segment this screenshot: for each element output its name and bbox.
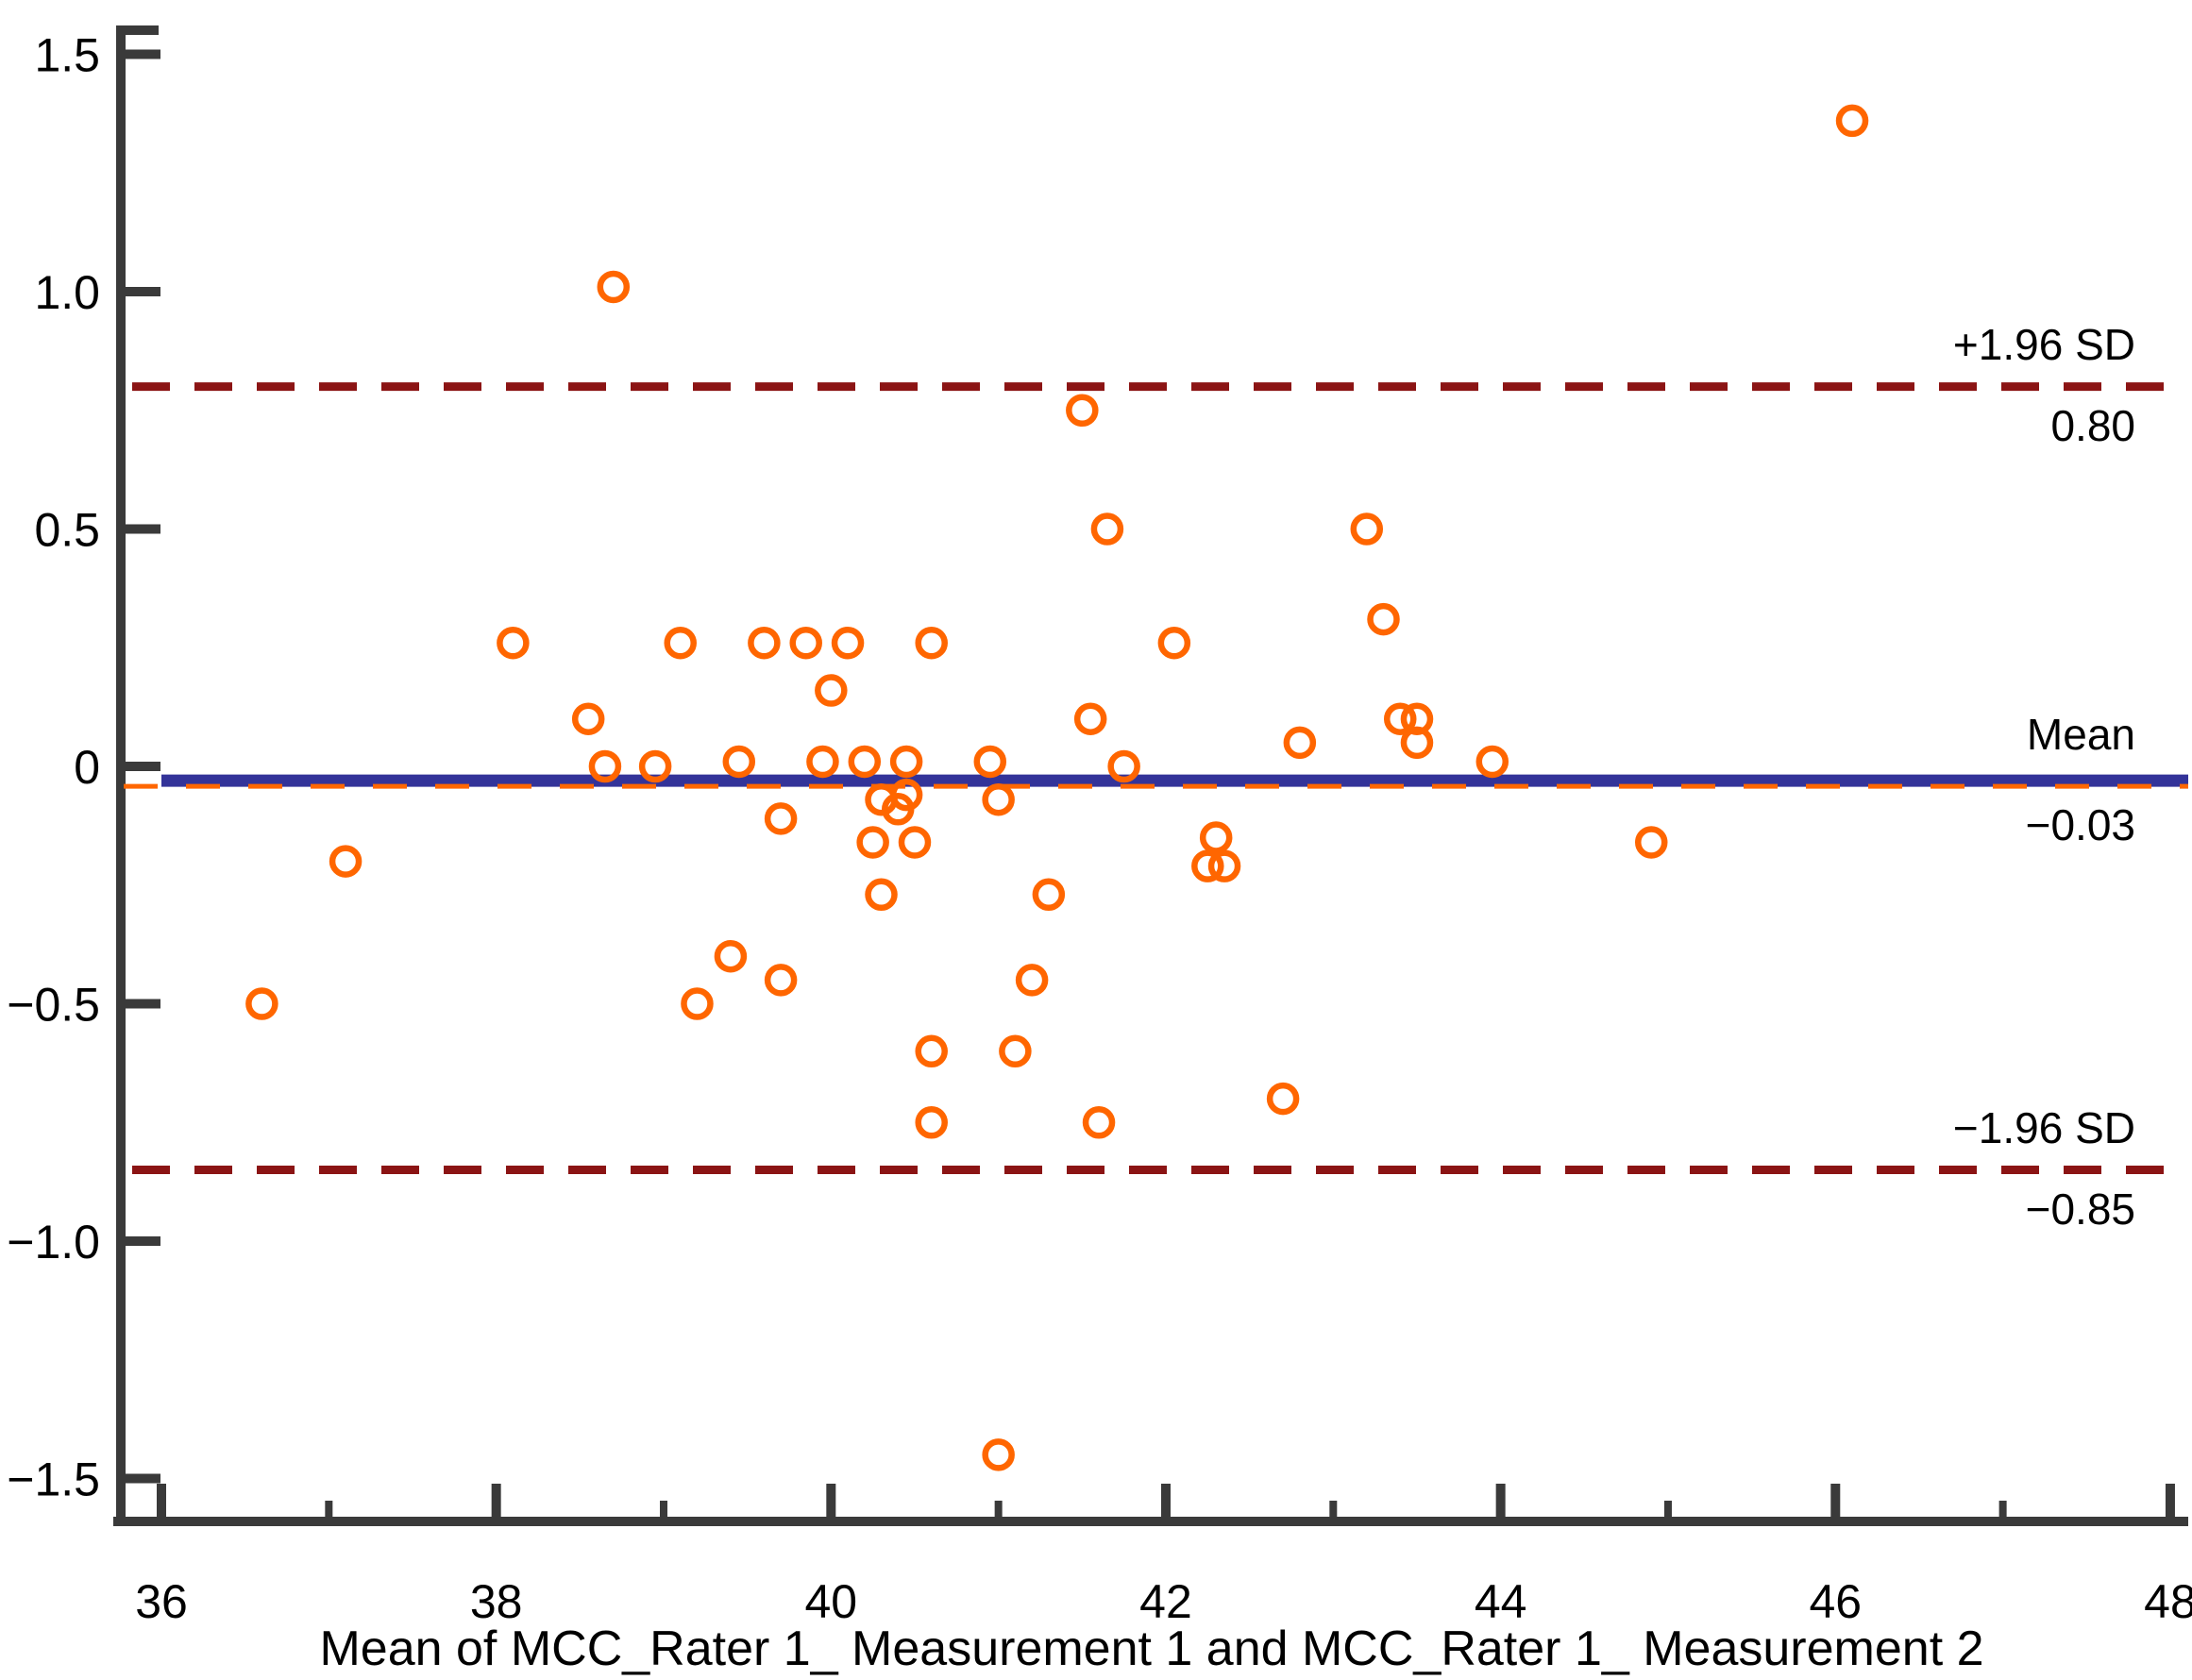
axes [113, 25, 2188, 1526]
lower-loa-label: −1.96 SD [1953, 1103, 2135, 1152]
data-point [1073, 702, 1107, 735]
y-tick-label: 1.0 [34, 266, 100, 319]
data-point [806, 745, 839, 779]
data-point [999, 1034, 1032, 1068]
data-point [681, 987, 714, 1020]
data-point [597, 270, 631, 304]
y-tick-label: 1.5 [34, 29, 100, 82]
data-point [1157, 626, 1191, 660]
mean-line-value: −0.03 [2026, 800, 2135, 849]
data-point [764, 964, 798, 997]
scatter-points [245, 104, 1869, 1471]
y-tick-label: −1.5 [7, 1453, 100, 1506]
data-point [898, 826, 932, 859]
data-point [1383, 702, 1417, 735]
data-point [915, 1034, 948, 1068]
data-point [1835, 104, 1869, 138]
data-point [1207, 849, 1241, 882]
reference-lines [124, 382, 2188, 1175]
data-point [1191, 849, 1224, 882]
data-point [973, 745, 1007, 779]
data-point [497, 626, 530, 660]
data-point [1199, 821, 1233, 854]
x-tick-label: 46 [1809, 1575, 1862, 1628]
x-tick-label: 42 [1139, 1575, 1192, 1628]
data-point [1634, 826, 1668, 859]
y-tick-label: −0.5 [7, 979, 100, 1032]
data-point [245, 987, 278, 1020]
y-tick-label: −1.0 [7, 1216, 100, 1268]
data-point [815, 674, 848, 707]
data-point [1350, 512, 1384, 546]
y-tick-label: 0.5 [34, 504, 100, 557]
data-point [764, 802, 798, 835]
tick-labels: 1.5 1.0 0.5 0 −0.5 −1.0 −1.5 36 38 40 42 44 46 48 [7, 29, 2192, 1629]
upper-loa-label: +1.96 SD [1953, 320, 2135, 369]
x-tick-label: 44 [1475, 1575, 1527, 1628]
data-point [1400, 726, 1434, 760]
data-point [1367, 602, 1400, 636]
x-tick-label: 38 [470, 1575, 523, 1628]
x-tick-label: 36 [135, 1575, 188, 1628]
data-point [789, 626, 822, 660]
data-point [1015, 964, 1049, 997]
data-point [1283, 726, 1317, 760]
x-tick-label: 40 [805, 1575, 858, 1628]
data-point [1475, 745, 1509, 779]
x-tick-label: 48 [2144, 1575, 2192, 1628]
data-point [982, 1438, 1015, 1471]
data-point [1107, 749, 1140, 783]
data-point [856, 826, 889, 859]
data-point [722, 745, 756, 779]
mean-line-label: Mean [2027, 710, 2135, 759]
data-point [571, 702, 605, 735]
data-point [848, 745, 882, 779]
data-point [915, 626, 948, 660]
data-point [714, 939, 748, 973]
data-point [329, 845, 363, 878]
data-point [748, 626, 781, 660]
data-point [865, 878, 898, 912]
data-point [588, 749, 622, 783]
data-point [1090, 512, 1124, 546]
lower-loa-value: −0.85 [2026, 1184, 2135, 1234]
y-tick-label: 0 [74, 741, 100, 794]
data-point [1082, 1106, 1116, 1139]
data-point [1266, 1082, 1300, 1116]
data-point [882, 793, 915, 826]
data-point [664, 626, 697, 660]
upper-loa-value: 0.80 [2050, 401, 2135, 450]
data-point [638, 749, 672, 783]
data-point [889, 745, 923, 779]
data-point [1066, 394, 1099, 427]
data-point [982, 782, 1015, 816]
x-axis-title: Mean of MCC_Rater 1_ Measurement 1 and M… [319, 1621, 1983, 1676]
data-point [1032, 878, 1066, 912]
data-point [831, 626, 865, 660]
data-point [915, 1106, 948, 1139]
